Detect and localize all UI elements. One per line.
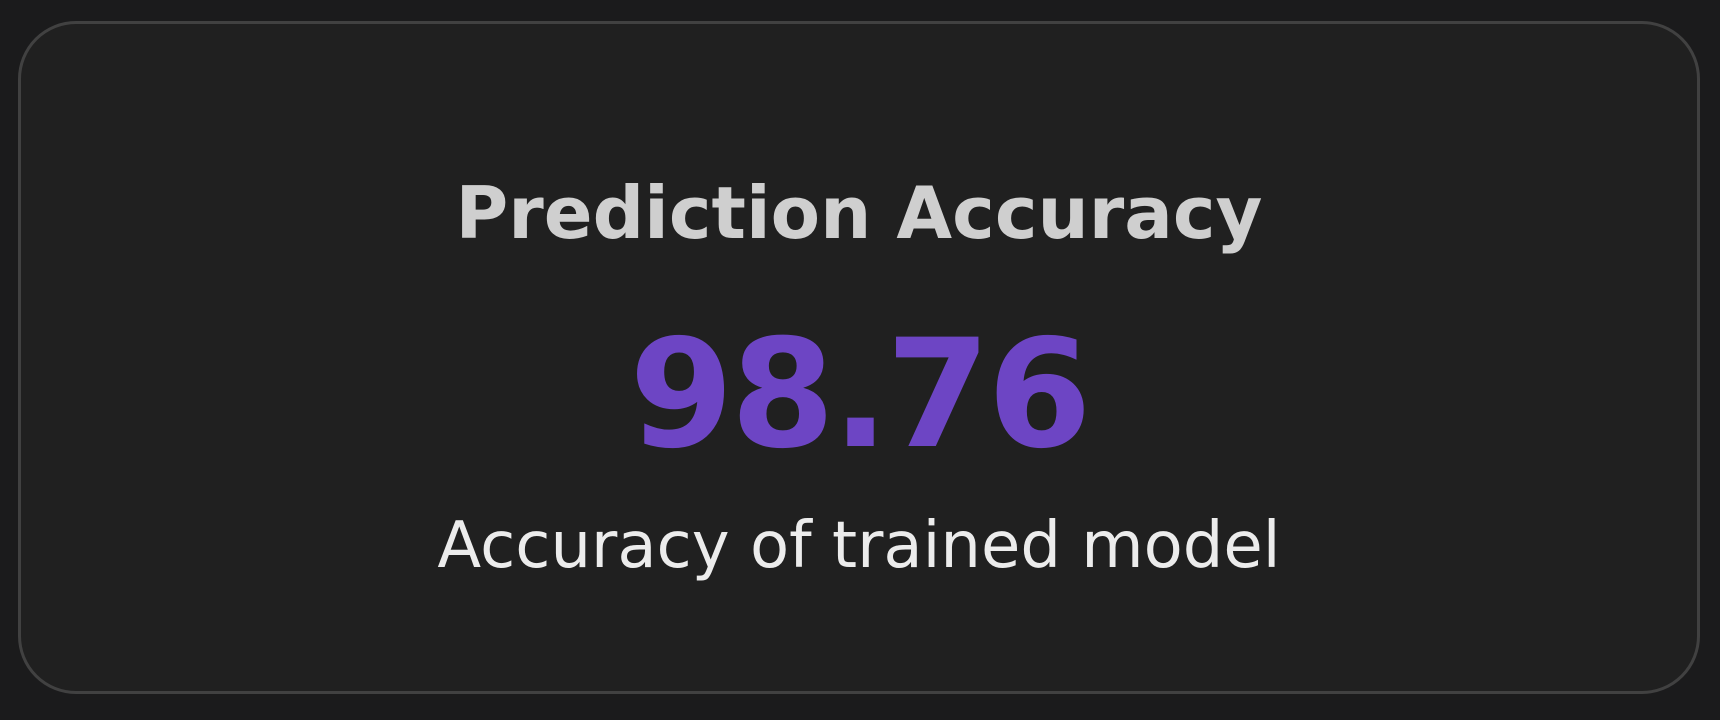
card-subtitle: Accuracy of trained model [437, 509, 1281, 583]
accuracy-value: 98.76 [629, 308, 1091, 482]
card-title: Prediction Accuracy [455, 171, 1263, 255]
accuracy-card: Prediction Accuracy 98.76 Accuracy of tr… [18, 21, 1700, 694]
